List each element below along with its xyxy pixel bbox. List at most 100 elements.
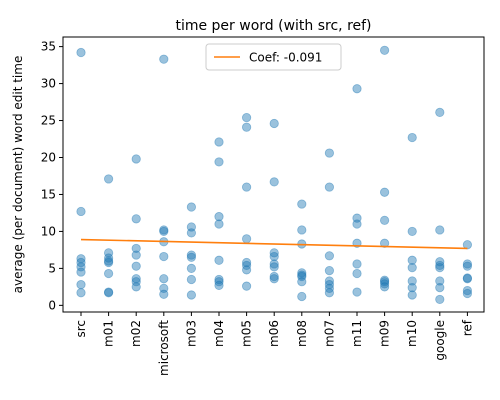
data-point [352,268,362,279]
data-point [242,265,252,275]
data-point [76,47,86,58]
data-point [379,275,390,285]
data-point [379,238,390,248]
data-point [131,277,141,287]
data-point [462,285,472,296]
data-point [242,260,252,271]
data-point [131,250,141,260]
y-tick-label: 15 [41,187,56,201]
x-tick-label: m03 [184,320,198,347]
data-point [462,274,472,284]
plot-area: 0 5 10 15 20 25 30 35 src m01 m02 microsoft m03 m04 m0… [41,36,485,376]
data-point [269,262,279,272]
data-point [242,281,252,291]
data-point [159,225,169,235]
data-point [435,276,445,286]
data-point [104,256,114,266]
data-point [324,288,334,298]
x-tick-label: microsoft [157,320,171,376]
legend-label: Coef: -0.091 [249,51,322,65]
data-point [214,274,224,285]
data-point [76,254,86,264]
data-point [379,187,390,197]
data-point [269,274,279,284]
data-point [407,276,417,286]
axes-frame [62,36,485,313]
data-point [104,287,114,297]
data-point [324,276,334,286]
data-point [186,222,196,232]
data-point [462,288,472,299]
data-point [269,251,279,262]
data-point [297,291,307,302]
data-point [407,290,417,300]
data-point [352,287,362,297]
data-point [269,248,279,258]
data-point [242,122,252,132]
data-point [462,261,472,271]
x-tick-label: google [433,320,447,361]
data-point [379,215,390,225]
data-point [131,214,141,224]
data-point [214,255,224,265]
data-point [214,280,224,290]
data-point [242,257,252,268]
chart-title: time per word (with src, ref) [175,18,371,34]
x-tick-label: m09 [378,320,392,347]
data-point [297,277,307,287]
data-point [104,248,114,258]
data-point [324,283,334,293]
data-point [242,182,252,192]
y-tick-label: 10 [41,224,56,238]
data-point [186,263,196,273]
data-point [379,45,390,55]
data-point [435,257,445,267]
data-point [186,250,196,260]
x-tick-label: m07 [322,320,336,347]
data-point [407,283,417,293]
data-point [159,283,169,293]
data-point [352,84,362,94]
data-point [214,277,224,287]
x-tick-label: m01 [102,320,116,347]
data-point [76,267,86,277]
data-point [324,182,334,192]
data-point [269,177,279,187]
data-point [352,219,362,229]
data-point [159,274,169,284]
data-point [297,270,307,280]
x-tick-label: m02 [129,320,143,347]
data-point [435,225,445,235]
data-point [131,261,141,271]
y-tick-label: 30 [41,77,56,91]
data-point [104,253,114,263]
data-point [269,118,279,129]
data-point [352,259,362,269]
x-tick-label: m11 [350,320,364,347]
data-point [269,259,279,269]
data-point [214,219,224,229]
data-point [76,262,86,272]
data-point [214,157,224,167]
data-point [76,288,86,298]
data-point [186,290,196,300]
data-point [131,274,141,284]
data-point [186,252,196,262]
data-point [76,280,86,290]
y-tick-label: 35 [41,40,56,54]
data-point [435,260,445,271]
y-tick-label: 5 [48,261,56,275]
data-point [186,228,196,238]
data-point [407,255,417,265]
data-point [407,132,417,143]
data-point [131,154,141,164]
data-point [324,148,334,158]
data-point [379,279,390,289]
data-point [104,174,114,184]
data-point [297,225,307,235]
data-point [297,268,307,278]
data-point [104,268,114,279]
data-point [159,54,169,64]
